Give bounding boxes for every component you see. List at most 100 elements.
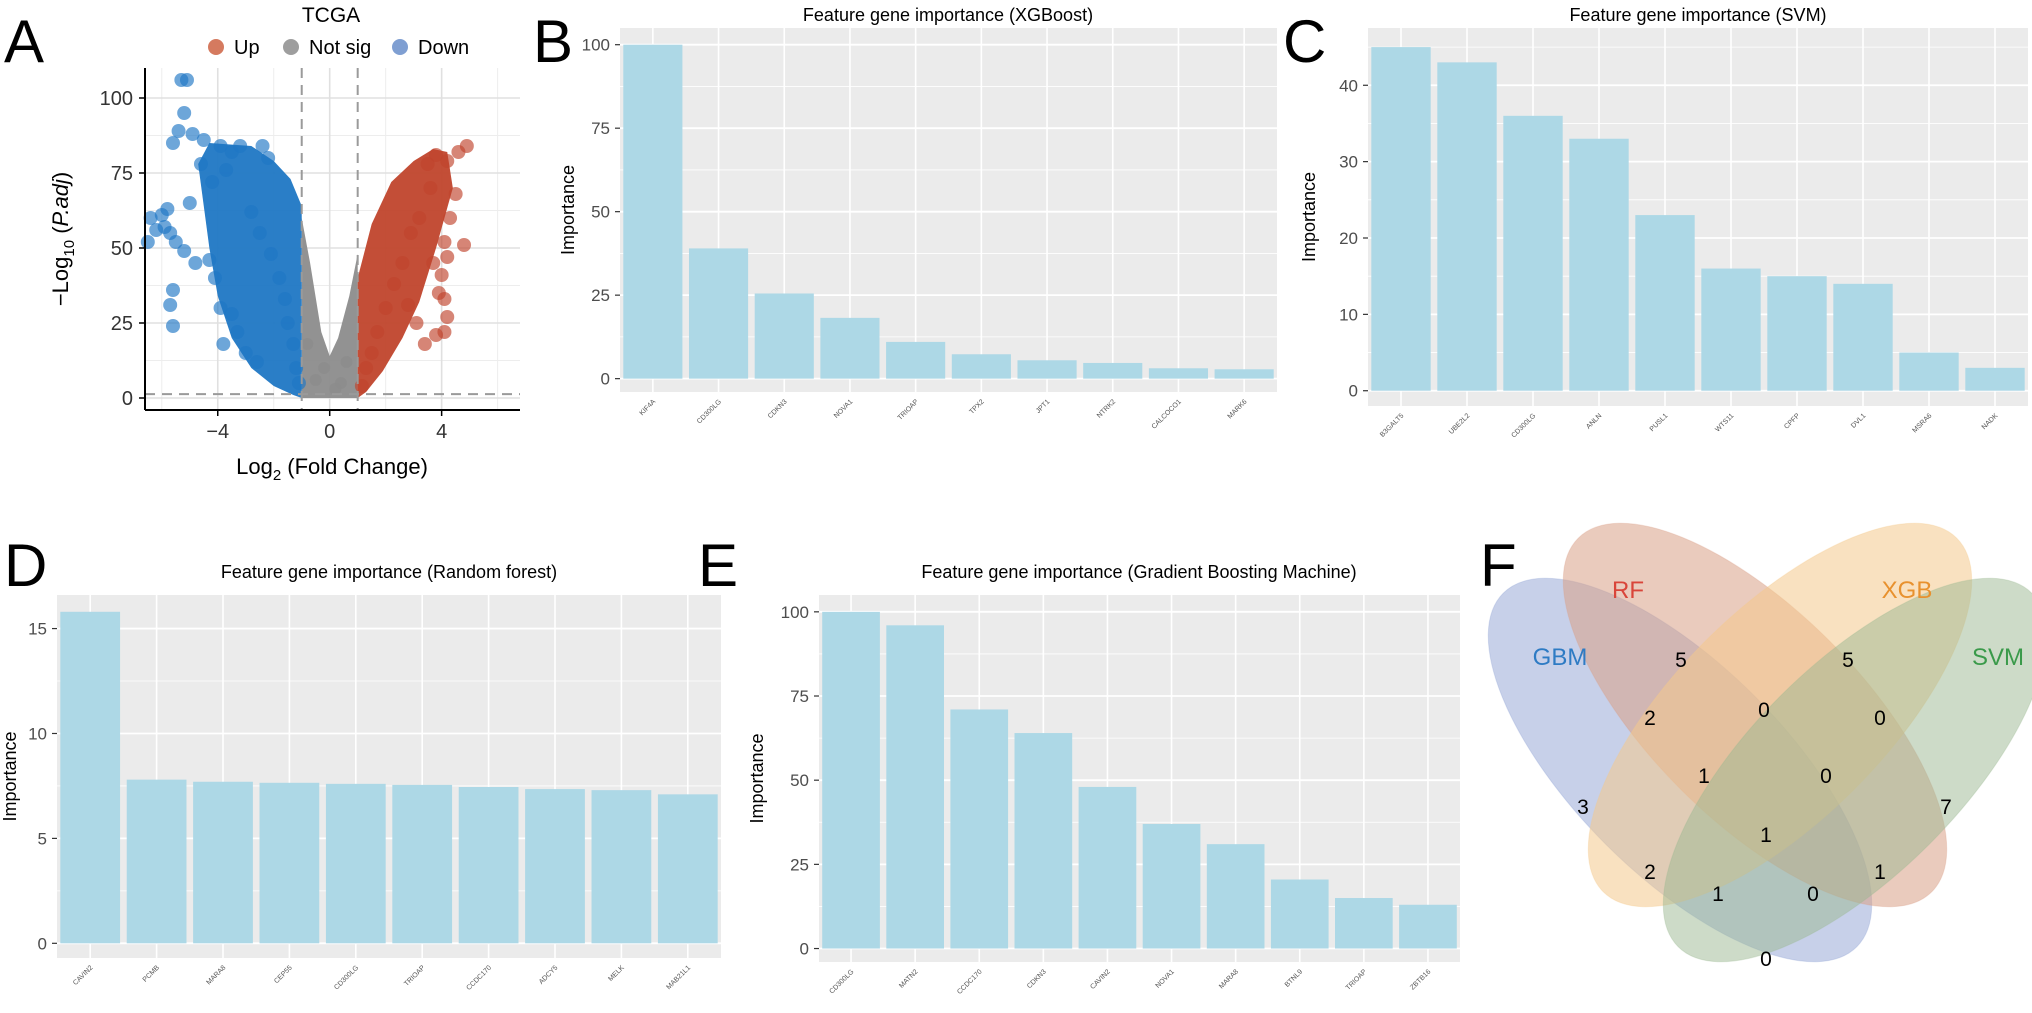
bar-category-label-c: MSRA6 — [1911, 412, 1933, 434]
volcano-ytick-label: 75 — [111, 163, 133, 185]
volcano-plot: TCGA Up Not sig Down −4 0 4 0 25 50 75 100 Log2… — [48, 4, 520, 484]
bar-category-label-b: CALCOCO1 — [1151, 398, 1183, 430]
volcano-point-down — [188, 256, 203, 270]
legend-up-dot — [208, 39, 224, 55]
bar-category-label-d: MARA8 — [205, 964, 227, 986]
venn-count-gbm-rf: 2 — [1644, 707, 1656, 730]
volcano-ytick-label: 50 — [111, 238, 133, 260]
volcano-point-up — [429, 328, 444, 342]
volcano-point-down — [244, 205, 259, 219]
volcano-point-down — [213, 301, 228, 315]
bar-e-cd300lg — [822, 611, 880, 949]
volcano-point-up — [440, 310, 455, 324]
bar-chart-title-e: Feature gene importance (Gradient Boosti… — [921, 562, 1356, 582]
bar-category-label-d: CD300LG — [333, 964, 360, 991]
venn-diagram: GBM RF XGB SVM 3 5 5 7 2 0 0 1 0 1 2 1 1… — [1487, 522, 2032, 971]
volcano-point-down — [238, 346, 253, 360]
bar-category-label-c: NADK — [1981, 412, 2000, 431]
bar-e-cavin2 — [1078, 786, 1137, 949]
bar-ytick-label-b: 100 — [582, 36, 610, 55]
volcano-xtick-label: 4 — [436, 421, 447, 443]
bar-category-label-d: CAVIN2 — [72, 964, 95, 987]
bar-ytick-label-c: 40 — [1339, 76, 1358, 95]
volcano-point-up — [429, 148, 444, 162]
volcano-point-down — [165, 283, 180, 297]
volcano-point-down — [272, 271, 287, 285]
legend-notsig-dot — [283, 39, 299, 55]
bar-chart-svm: 0 10 20 30 40 B3GALT5 UBE2L2 CD300LG ANLN PUSL1 WT… — [1299, 5, 2028, 439]
bar-category-label-e: MATN2 — [898, 968, 919, 989]
bar-category-label-e: TRIOAP — [1345, 968, 1369, 992]
bar-category-label-b: CD300LG — [696, 398, 723, 425]
bar-category-label-d: CEP55 — [273, 964, 294, 985]
volcano-point-down — [216, 337, 231, 351]
bar-b-mark6 — [1214, 369, 1274, 379]
bar-category-label-e: CDKN3 — [1026, 968, 1048, 990]
bar-ytick-label-e: 0 — [800, 940, 809, 959]
bar-category-label-e: CAVIN2 — [1089, 968, 1112, 991]
venn-count-gbm-xgb-svm: 1 — [1712, 883, 1724, 906]
volcano-point-up — [417, 337, 432, 351]
bar-category-label-c: ANLN — [1585, 412, 1603, 430]
volcano-point-down — [165, 319, 180, 333]
volcano-point-down — [286, 337, 301, 351]
bar-category-label-b: NOVA1 — [833, 398, 854, 419]
legend-up-label: Up — [234, 37, 260, 59]
volcano-point-up — [395, 256, 410, 270]
bar-e-cdkn3 — [1014, 733, 1073, 949]
bar-category-label-e: NOVA1 — [1155, 968, 1176, 989]
volcano-point-down — [263, 247, 278, 261]
bar-b-ntrk2 — [1083, 362, 1143, 379]
bar-e-ccdc170 — [950, 709, 1009, 949]
bar-category-label-c: CPFP — [1783, 412, 1801, 430]
bar-category-label-d: MAB21L1 — [666, 964, 693, 991]
volcano-point-down — [277, 292, 292, 306]
volcano-point-down — [291, 376, 306, 390]
volcano-point-up — [423, 181, 438, 195]
volcano-point-up — [440, 154, 455, 168]
bar-category-label-e: CD300LG — [828, 968, 855, 995]
venn-count-svm: 7 — [1940, 796, 1952, 819]
volcano-point-up — [451, 145, 466, 159]
venn-count-gbm-xgb: 2 — [1644, 861, 1656, 884]
bar-ytick-label-c: 0 — [1349, 382, 1358, 401]
panel-letter-e: E — [698, 532, 738, 599]
volcano-point-down — [163, 298, 178, 312]
volcano-point-down — [149, 223, 164, 237]
volcano-point-down — [196, 133, 211, 147]
bar-chart-ylabel-c: Importance — [1299, 172, 1319, 262]
bar-ytick-label-b: 75 — [591, 119, 610, 138]
bar-category-label-c: DVL1 — [1850, 412, 1867, 429]
volcano-point-up — [364, 346, 379, 360]
volcano-xtick-label: −4 — [206, 421, 229, 443]
volcano-point-up — [409, 316, 424, 330]
venn-count-rf: 5 — [1675, 649, 1687, 672]
volcano-point-notsig — [329, 383, 342, 395]
bar-e-btnl9 — [1270, 879, 1329, 949]
volcano-point-down — [168, 235, 183, 249]
venn-label-rf: RF — [1612, 577, 1644, 604]
volcano-point-up — [437, 292, 452, 306]
bar-c-anln — [1569, 138, 1629, 391]
volcano-point-down — [219, 163, 234, 177]
bar-c-wts11 — [1701, 268, 1761, 391]
volcano-point-down — [252, 226, 267, 240]
bar-c-nadk — [1965, 367, 2025, 391]
venn-count-rf-svm: 1 — [1874, 861, 1886, 884]
bar-b-kif4a — [623, 44, 683, 379]
venn-count-rf-xgb-svm: 0 — [1820, 765, 1832, 788]
bar-d-ccdc170 — [458, 786, 519, 944]
bar-category-label-d: ADCY5 — [538, 964, 560, 986]
volcano-point-down — [249, 355, 264, 369]
bar-ytick-label-b: 50 — [591, 203, 610, 222]
bar-ytick-label-c: 30 — [1339, 153, 1358, 172]
venn-label-gbm: GBM — [1533, 644, 1588, 671]
volcano-cutoff-lines — [145, 68, 520, 410]
volcano-point-down — [205, 175, 220, 189]
bar-c-cd300lg — [1503, 115, 1563, 391]
bar-category-label-b: TPX2 — [968, 398, 985, 415]
bar-category-label-e: CCDC170 — [956, 968, 984, 996]
venn-count-all: 1 — [1760, 824, 1772, 847]
bar-c-ube2l2 — [1437, 62, 1497, 391]
volcano-point-notsig — [309, 374, 322, 386]
